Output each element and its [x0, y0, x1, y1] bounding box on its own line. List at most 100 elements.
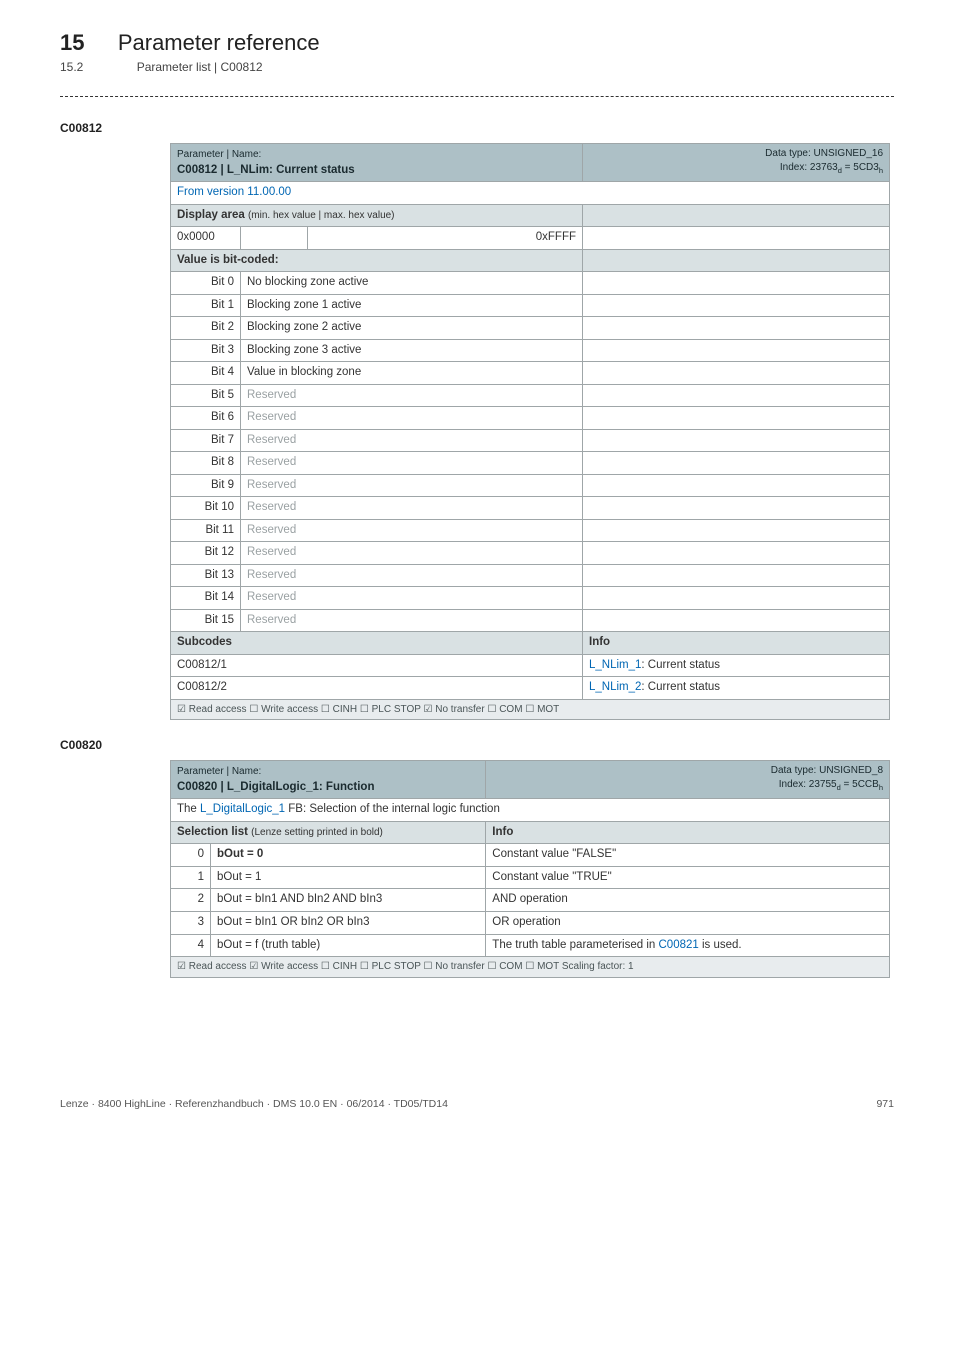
- bit-label: Bit 15: [171, 609, 241, 632]
- bit-text: Value in blocking zone: [241, 362, 583, 385]
- section-header: 15.2 Parameter list | C00812: [60, 60, 894, 74]
- bit-label: Bit 14: [171, 587, 241, 610]
- sel-left: bOut = bIn1 OR bIn2 OR bIn3: [211, 912, 486, 935]
- c00820-header-right: Data type: UNSIGNED_8 Index: 23755d = 5C…: [486, 761, 890, 799]
- bit-right-empty: [583, 384, 890, 407]
- bit-text: Blocking zone 2 active: [241, 317, 583, 340]
- chapter-header: 15 Parameter reference: [60, 30, 894, 56]
- bit-text: Blocking zone 1 active: [241, 294, 583, 317]
- bit-text: Reserved: [241, 542, 583, 565]
- bit-label: Bit 13: [171, 564, 241, 587]
- hex-max: 0xFFFF: [308, 227, 583, 250]
- param-name-label: Parameter | Name:: [177, 766, 261, 777]
- c00820-index: Index: 23755d = 5CCBh: [779, 779, 883, 790]
- subcodes-label: Subcodes: [171, 632, 583, 655]
- bit-label: Bit 5: [171, 384, 241, 407]
- c00812-header-left: Parameter | Name: C00812 | L_NLim: Curre…: [171, 144, 583, 182]
- from-version: From version 11.00.00: [171, 182, 890, 205]
- bit-text: Reserved: [241, 609, 583, 632]
- sel-index: 2: [171, 889, 211, 912]
- subcode-code: C00812/2: [171, 677, 583, 700]
- bit-right-empty: [583, 317, 890, 340]
- c00812-footer: ☑ Read access ☐ Write access ☐ CINH ☐ PL…: [171, 699, 890, 720]
- bit-text: Reserved: [241, 429, 583, 452]
- subcode-code: C00812/1: [171, 654, 583, 677]
- bit-right-empty: [583, 272, 890, 295]
- sel-right: The truth table parameterised in C00821 …: [486, 934, 890, 957]
- code-label-c00820: C00820: [60, 738, 894, 752]
- table-c00820: Parameter | Name: C00820 | L_DigitalLogi…: [170, 760, 890, 977]
- bit-right-empty: [583, 294, 890, 317]
- bit-right-empty: [583, 474, 890, 497]
- bit-label: Bit 0: [171, 272, 241, 295]
- display-area-right-empty: [583, 204, 890, 227]
- bit-label: Bit 11: [171, 519, 241, 542]
- bit-label: Bit 9: [171, 474, 241, 497]
- bit-right-empty: [583, 609, 890, 632]
- bit-right-empty: [583, 564, 890, 587]
- bit-label: Bit 1: [171, 294, 241, 317]
- bit-right-empty: [583, 452, 890, 475]
- sel-right: Constant value "TRUE": [486, 866, 890, 889]
- sel-index: 4: [171, 934, 211, 957]
- bit-text: Reserved: [241, 587, 583, 610]
- info-label: Info: [583, 632, 890, 655]
- sel-right: AND operation: [486, 889, 890, 912]
- param-name-label: Parameter | Name:: [177, 149, 261, 160]
- section-title: Parameter list | C00812: [137, 60, 263, 74]
- code-label-c00812: C00812: [60, 121, 894, 135]
- link-nlim[interactable]: L_NLim_1: [589, 659, 641, 671]
- c00812-title: C00812 | L_NLim: Current status: [177, 164, 355, 176]
- bit-label: Bit 6: [171, 407, 241, 430]
- c00812-datatype: Data type: UNSIGNED_16: [765, 148, 883, 159]
- footer-page-number: 971: [876, 1098, 894, 1110]
- sel-index: 3: [171, 912, 211, 935]
- bit-label: Bit 12: [171, 542, 241, 565]
- info-label: Info: [486, 821, 890, 844]
- sel-right: OR operation: [486, 912, 890, 935]
- c00820-desc: The L_DigitalLogic_1 FB: Selection of th…: [171, 799, 890, 822]
- sel-left: bOut = 0: [211, 844, 486, 867]
- footer-left: Lenze · 8400 HighLine · Referenzhandbuch…: [60, 1098, 448, 1110]
- bit-text: Reserved: [241, 384, 583, 407]
- value-bitcoded-right: [583, 249, 890, 272]
- display-area-label: Display area (min. hex value | max. hex …: [171, 204, 583, 227]
- link-l-digitallogic-1[interactable]: L_DigitalLogic_1: [200, 803, 285, 815]
- divider: [60, 96, 894, 97]
- c00820-header-left: Parameter | Name: C00820 | L_DigitalLogi…: [171, 761, 486, 799]
- page-footer: Lenze · 8400 HighLine · Referenzhandbuch…: [60, 1098, 894, 1110]
- bit-right-empty: [583, 429, 890, 452]
- c00820-datatype: Data type: UNSIGNED_8: [771, 765, 883, 776]
- bit-right-empty: [583, 497, 890, 520]
- chapter-number: 15: [60, 30, 84, 55]
- bit-text: Reserved: [241, 519, 583, 542]
- bit-label: Bit 4: [171, 362, 241, 385]
- bit-text: Reserved: [241, 474, 583, 497]
- link-nlim[interactable]: L_NLim_2: [589, 681, 641, 693]
- bit-text: Reserved: [241, 497, 583, 520]
- table-c00812: Parameter | Name: C00812 | L_NLim: Curre…: [170, 143, 890, 720]
- sel-index: 0: [171, 844, 211, 867]
- chapter-title: Parameter reference: [118, 30, 320, 55]
- hex-blank: [241, 227, 308, 250]
- bit-right-empty: [583, 542, 890, 565]
- sel-index: 1: [171, 866, 211, 889]
- subcode-info: L_NLim_1: Current status: [583, 654, 890, 677]
- bit-label: Bit 3: [171, 339, 241, 362]
- bit-text: Reserved: [241, 452, 583, 475]
- link-c00821[interactable]: C00821: [659, 939, 699, 951]
- bit-right-empty: [583, 587, 890, 610]
- bit-right-empty: [583, 339, 890, 362]
- section-number: 15.2: [60, 60, 83, 74]
- sel-right: Constant value "FALSE": [486, 844, 890, 867]
- c00820-title: C00820 | L_DigitalLogic_1: Function: [177, 781, 374, 793]
- c00812-index: Index: 23763d = 5CD3h: [780, 162, 883, 173]
- bit-text: Blocking zone 3 active: [241, 339, 583, 362]
- bit-text: Reserved: [241, 407, 583, 430]
- sel-left: bOut = 1: [211, 866, 486, 889]
- bit-text: Reserved: [241, 564, 583, 587]
- subcode-info: L_NLim_2: Current status: [583, 677, 890, 700]
- bit-label: Bit 8: [171, 452, 241, 475]
- bit-label: Bit 2: [171, 317, 241, 340]
- sel-left: bOut = bIn1 AND bIn2 AND bIn3: [211, 889, 486, 912]
